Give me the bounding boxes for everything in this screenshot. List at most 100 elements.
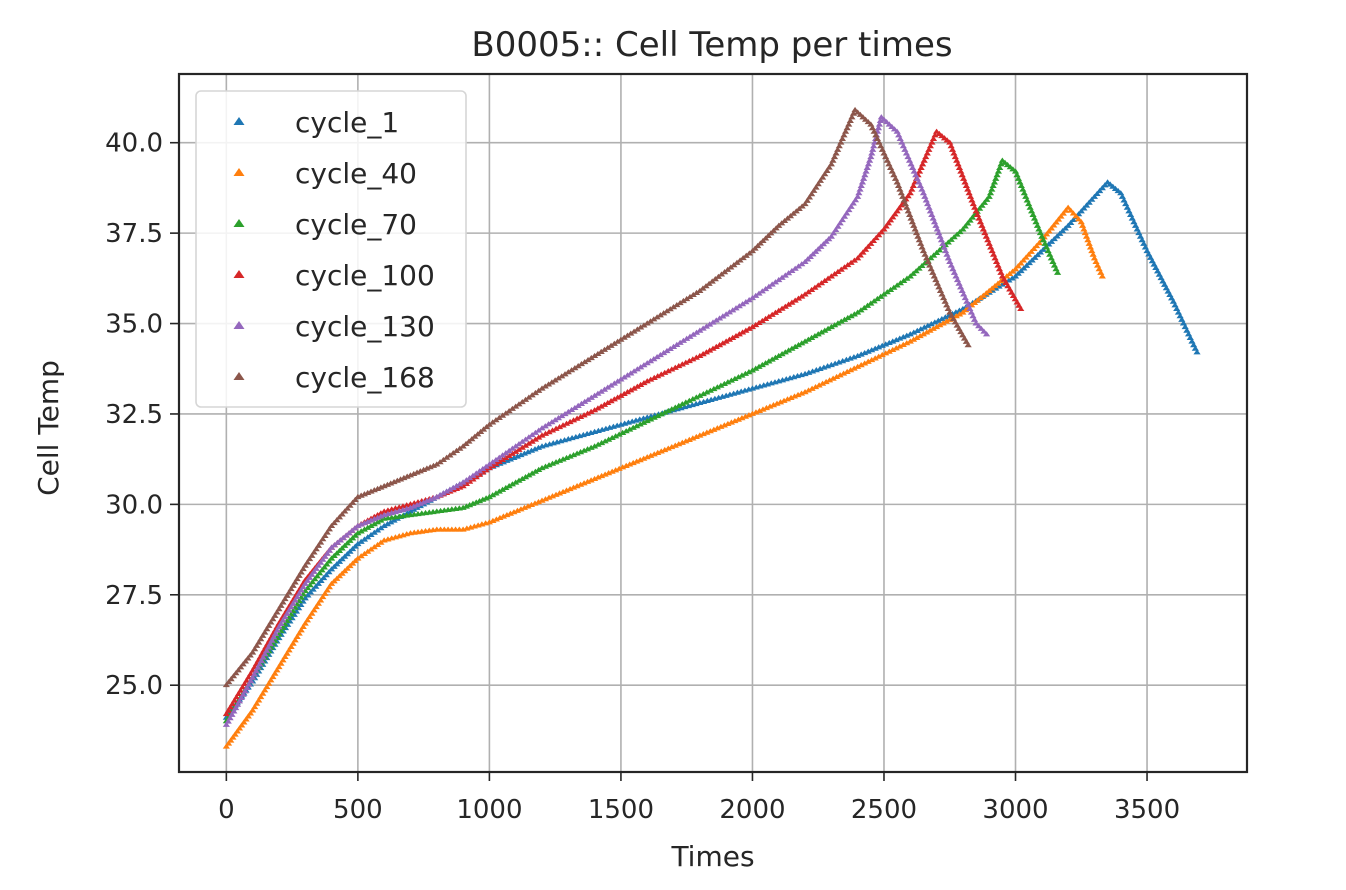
- data-point: [495, 488, 503, 494]
- data-point: [748, 323, 757, 330]
- data-point: [871, 345, 879, 351]
- data-point: [944, 239, 952, 245]
- data-point: [857, 362, 865, 368]
- data-point: [980, 199, 989, 205]
- data-point: [273, 627, 281, 633]
- legend-marker: [233, 270, 245, 278]
- data-point: [640, 322, 648, 328]
- data-point: [545, 462, 553, 468]
- data-point: [306, 582, 314, 588]
- data-point: [240, 719, 248, 725]
- data-point: [706, 347, 714, 353]
- data-point: [259, 632, 267, 638]
- data-point: [619, 464, 627, 470]
- data-point: [528, 470, 536, 476]
- data-point: [787, 394, 795, 400]
- data-point: [604, 344, 612, 350]
- data-point: [917, 240, 925, 246]
- data-point: [864, 161, 873, 167]
- data-point: [265, 622, 273, 628]
- data-point: [803, 197, 811, 203]
- data-point: [283, 592, 291, 598]
- data-point: [722, 311, 730, 317]
- data-point: [960, 291, 968, 297]
- data-point: [524, 503, 532, 509]
- data-point: [485, 493, 494, 500]
- data-point: [584, 446, 592, 452]
- data-point: [924, 322, 932, 328]
- data-point: [849, 200, 857, 206]
- data-point: [230, 708, 238, 714]
- data-point: [492, 516, 501, 522]
- data-point: [647, 452, 655, 458]
- data-point: [264, 644, 273, 650]
- data-point: [862, 168, 870, 174]
- data-point: [640, 362, 648, 368]
- data-point: [908, 219, 916, 225]
- data-point: [923, 329, 931, 335]
- data-point: [861, 246, 870, 252]
- data-point: [827, 233, 835, 239]
- data-point: [1022, 262, 1031, 268]
- data-point: [797, 390, 806, 396]
- data-point: [1193, 349, 1201, 355]
- data-point: [840, 316, 849, 322]
- data-point: [829, 375, 837, 381]
- data-point: [1054, 216, 1063, 222]
- data-point: [299, 584, 307, 590]
- data-point: [222, 721, 230, 727]
- data-point: [548, 379, 556, 385]
- data-point: [576, 413, 585, 420]
- data-point: [943, 251, 951, 257]
- data-point: [247, 678, 255, 684]
- data-point: [608, 434, 616, 441]
- data-point: [1101, 182, 1109, 188]
- data-point: [517, 506, 525, 512]
- data-point: [921, 251, 929, 257]
- data-point: [591, 352, 599, 359]
- data-point: [794, 342, 803, 348]
- data-point: [712, 317, 720, 323]
- data-point: [607, 382, 615, 388]
- data-point: [810, 187, 818, 193]
- data-point: [650, 356, 658, 362]
- data-point: [692, 433, 700, 440]
- data-point: [492, 490, 500, 496]
- data-point: [956, 284, 965, 290]
- data-point: [685, 436, 693, 442]
- data-point: [686, 293, 694, 300]
- data-point: [314, 600, 323, 606]
- data-point: [306, 613, 314, 620]
- data-point: [228, 700, 237, 707]
- data-point: [758, 317, 766, 324]
- data-point: [301, 580, 309, 586]
- data-point: [505, 483, 513, 489]
- data-point: [660, 349, 668, 356]
- data-point: [933, 280, 941, 286]
- data-point: [931, 132, 939, 138]
- data-point: [594, 350, 602, 357]
- data-point: [1023, 197, 1031, 203]
- data-point: [521, 474, 530, 480]
- data-point: [692, 289, 701, 295]
- data-point: [731, 375, 739, 381]
- data-point: [612, 433, 620, 439]
- data-point: [629, 459, 637, 466]
- data-point: [623, 332, 632, 338]
- data-point: [666, 345, 674, 352]
- data-point: [654, 373, 662, 379]
- data-point: [627, 330, 635, 336]
- data-point: [997, 161, 1005, 167]
- data-point: [531, 446, 539, 452]
- data-point: [689, 291, 697, 298]
- data-point: [930, 252, 938, 258]
- data-point: [245, 681, 253, 687]
- data-point: [643, 360, 651, 366]
- data-point: [829, 230, 838, 236]
- data-point: [972, 208, 980, 214]
- data-point: [846, 117, 854, 123]
- data-point: [534, 498, 543, 505]
- legend-marker: [233, 219, 245, 227]
- legend-marker: [233, 117, 245, 125]
- data-point: [968, 197, 976, 203]
